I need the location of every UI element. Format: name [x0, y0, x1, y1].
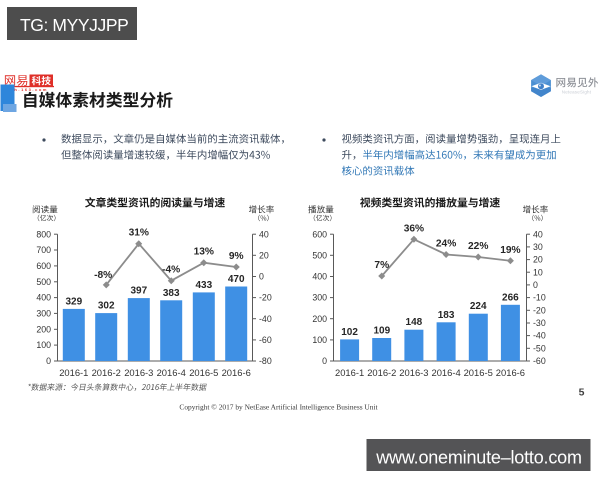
- svg-text:-4%: -4%: [162, 265, 180, 276]
- svg-text:-50: -50: [533, 343, 546, 353]
- svg-text:36%: 36%: [404, 223, 424, 234]
- svg-text:397: 397: [130, 286, 147, 297]
- svg-text:2016-4: 2016-4: [431, 367, 460, 378]
- svg-text:329: 329: [65, 296, 82, 307]
- svg-text:433: 433: [195, 280, 212, 291]
- svg-text:500: 500: [312, 250, 327, 260]
- svg-text:30: 30: [533, 242, 543, 252]
- svg-text:800: 800: [36, 229, 51, 239]
- svg-text:2016-3: 2016-3: [399, 367, 428, 378]
- svg-text:2016-2: 2016-2: [92, 367, 121, 378]
- svg-text:148: 148: [406, 317, 423, 328]
- svg-text:-60: -60: [533, 356, 546, 366]
- svg-text:383: 383: [163, 288, 180, 299]
- svg-text:19%: 19%: [500, 245, 520, 256]
- svg-text:200: 200: [312, 314, 327, 324]
- svg-text:400: 400: [36, 293, 51, 303]
- svg-text:-20: -20: [533, 305, 546, 315]
- svg-text:109: 109: [373, 326, 390, 337]
- svg-text:0: 0: [533, 280, 538, 290]
- svg-text:13%: 13%: [194, 247, 214, 258]
- svg-text:10: 10: [533, 267, 543, 277]
- svg-text:100: 100: [312, 335, 327, 345]
- svg-text:40: 40: [533, 229, 543, 239]
- svg-text:2016-1: 2016-1: [335, 367, 364, 378]
- svg-text:tech.163.com: tech.163.com: [4, 87, 48, 92]
- svg-text:20: 20: [259, 250, 269, 260]
- svg-text:0: 0: [46, 356, 51, 366]
- svg-text:102: 102: [341, 327, 358, 338]
- svg-text:0: 0: [322, 356, 327, 366]
- svg-text:TG: MYYJJPP: TG: MYYJJPP: [20, 15, 128, 35]
- svg-text:500: 500: [36, 277, 51, 287]
- svg-text:2016-4: 2016-4: [157, 367, 186, 378]
- svg-text:2016-3: 2016-3: [124, 367, 153, 378]
- svg-text:700: 700: [36, 245, 51, 255]
- svg-text:200: 200: [36, 324, 51, 334]
- svg-text:-80: -80: [259, 356, 272, 366]
- svg-text:-40: -40: [259, 314, 272, 324]
- svg-text:7%: 7%: [374, 260, 389, 271]
- svg-text:20: 20: [533, 255, 543, 265]
- svg-text:266: 266: [502, 292, 519, 303]
- svg-text:9%: 9%: [229, 251, 244, 262]
- svg-text:2016-2: 2016-2: [367, 367, 396, 378]
- svg-text:2016-6: 2016-6: [222, 367, 251, 378]
- svg-text:-20: -20: [259, 293, 272, 303]
- svg-text:300: 300: [36, 309, 51, 319]
- svg-text:224: 224: [470, 301, 487, 312]
- svg-text:-10: -10: [533, 293, 546, 303]
- svg-text:5: 5: [579, 387, 585, 399]
- svg-text:31%: 31%: [129, 228, 149, 239]
- svg-text:2016-6: 2016-6: [496, 367, 525, 378]
- svg-text:300: 300: [312, 293, 327, 303]
- svg-text:2016-5: 2016-5: [464, 367, 493, 378]
- svg-text:600: 600: [312, 229, 327, 239]
- svg-text:2016-5: 2016-5: [189, 367, 218, 378]
- svg-text:22%: 22%: [468, 241, 488, 252]
- svg-text:NeteaseSight: NeteaseSight: [562, 90, 592, 95]
- svg-text:600: 600: [36, 261, 51, 271]
- svg-text:400: 400: [312, 272, 327, 282]
- svg-text:2016-1: 2016-1: [59, 367, 88, 378]
- svg-text:470: 470: [228, 274, 245, 285]
- svg-text:www.oneminute–lotto.com: www.oneminute–lotto.com: [375, 448, 582, 468]
- svg-text:24%: 24%: [436, 239, 456, 250]
- svg-text:100: 100: [36, 340, 51, 350]
- svg-text:0: 0: [259, 272, 264, 282]
- svg-text:302: 302: [98, 301, 115, 312]
- svg-text:-40: -40: [533, 331, 546, 341]
- svg-text:40: 40: [259, 229, 269, 239]
- svg-text:-30: -30: [533, 318, 546, 328]
- svg-text:-60: -60: [259, 335, 272, 345]
- svg-text:183: 183: [438, 310, 455, 321]
- svg-text:-8%: -8%: [94, 270, 112, 281]
- svg-text:Copyright © 2017 by NetEase Ar: Copyright © 2017 by NetEase Artificial I…: [179, 403, 378, 412]
